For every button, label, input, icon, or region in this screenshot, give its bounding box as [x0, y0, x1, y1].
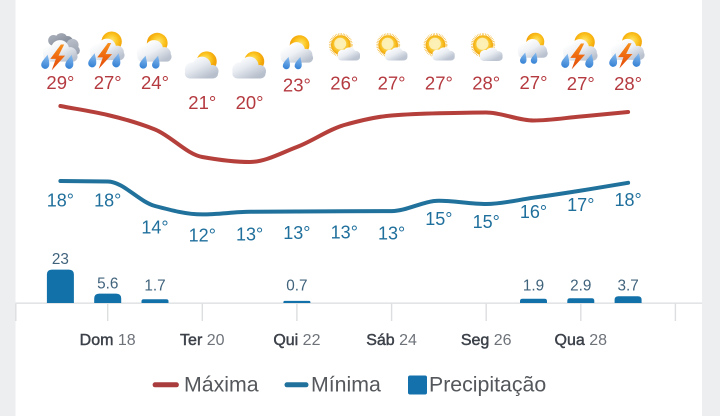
- svg-text:15°: 15°: [473, 212, 500, 232]
- svg-text:3.7: 3.7: [617, 278, 638, 295]
- svg-text:17°: 17°: [567, 195, 594, 215]
- svg-text:13°: 13°: [331, 223, 358, 243]
- svg-text:0.7: 0.7: [286, 278, 307, 295]
- svg-text:21°: 21°: [188, 92, 216, 113]
- svg-text:18°: 18°: [614, 190, 641, 210]
- svg-text:5.6: 5.6: [97, 276, 118, 293]
- svg-text:1.9: 1.9: [523, 278, 544, 295]
- svg-text:28°: 28°: [472, 72, 500, 93]
- svg-text:Precipitação: Precipitação: [429, 373, 546, 397]
- svg-text:Qua 28: Qua 28: [555, 332, 608, 349]
- svg-text:23°: 23°: [283, 74, 311, 95]
- svg-text:15°: 15°: [425, 209, 452, 229]
- svg-text:27°: 27°: [425, 72, 453, 93]
- svg-text:Dom 18: Dom 18: [80, 332, 136, 349]
- svg-text:27°: 27°: [520, 72, 548, 93]
- svg-text:16°: 16°: [520, 202, 547, 222]
- svg-text:13°: 13°: [236, 225, 263, 245]
- svg-text:26°: 26°: [330, 72, 358, 93]
- svg-text:Qui 22: Qui 22: [273, 332, 320, 349]
- svg-text:Máxima: Máxima: [184, 373, 259, 397]
- svg-text:29°: 29°: [46, 72, 74, 93]
- svg-text:27°: 27°: [567, 73, 595, 94]
- svg-text:14°: 14°: [141, 218, 168, 238]
- svg-text:13°: 13°: [283, 223, 310, 243]
- svg-text:Mínima: Mínima: [311, 373, 381, 397]
- svg-text:2.9: 2.9: [570, 278, 591, 295]
- svg-text:24°: 24°: [141, 72, 169, 93]
- svg-text:1.7: 1.7: [144, 278, 165, 295]
- svg-text:Seg 26: Seg 26: [461, 332, 512, 349]
- svg-text:12°: 12°: [189, 226, 216, 246]
- svg-text:28°: 28°: [614, 73, 642, 94]
- svg-text:Sáb 24: Sáb 24: [366, 332, 417, 349]
- svg-text:23: 23: [52, 251, 69, 268]
- svg-text:13°: 13°: [378, 224, 405, 244]
- svg-text:27°: 27°: [94, 72, 122, 93]
- svg-text:Ter 20: Ter 20: [180, 332, 225, 349]
- svg-text:18°: 18°: [47, 191, 74, 211]
- svg-text:20°: 20°: [236, 92, 264, 113]
- svg-text:27°: 27°: [378, 72, 406, 93]
- svg-text:18°: 18°: [94, 191, 121, 211]
